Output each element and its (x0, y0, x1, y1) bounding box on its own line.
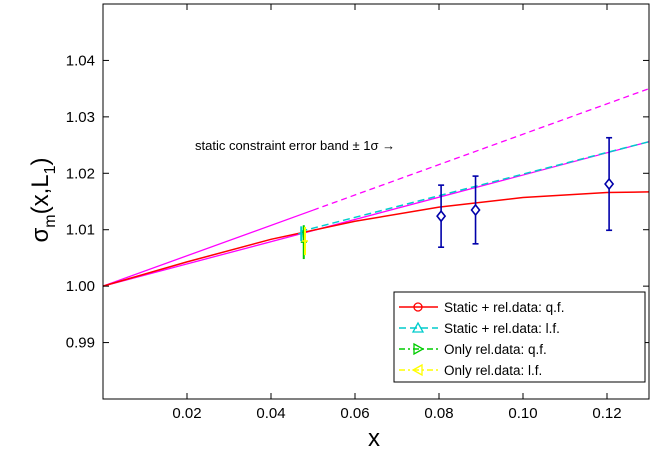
series-layer (102, 88, 650, 287)
data-point-1 (436, 209, 447, 223)
ticks-layer: 0.02 0.04 0.06 0.08 0.10 0.12 0.99 1.00 1.01 1.02… (66, 4, 649, 422)
x-tick-label-6: 0.12 (592, 405, 621, 422)
legend-marker-triangle-left (411, 363, 423, 377)
data-point-2 (470, 203, 481, 217)
y-axis-title-sub: m (42, 214, 59, 227)
annotation-error-band: static constraint error band ± 1σ → (195, 138, 395, 153)
data-point-3 (604, 177, 615, 191)
plot-frame (102, 3, 650, 400)
y-axis-title-end: ) (27, 157, 54, 165)
x-tick-label-5: 0.10 (508, 405, 537, 422)
legend-label-3: Only rel.data: q.f. (444, 342, 547, 357)
series-line-2 (300, 140, 650, 233)
y-axis-title-sigma: σ (27, 228, 54, 243)
y-tick-label-3: 1.01 (66, 222, 95, 239)
data-points-layer (298, 136, 615, 260)
x-tick-label-1: 0.02 (172, 405, 201, 422)
legend-label-4: Only rel.data: l.f. (444, 363, 542, 378)
y-axis-title-mid: (x,L (27, 174, 54, 214)
legend-label-1: Static + rel.data: q.f. (444, 300, 564, 315)
x-tick-label-3: 0.06 (340, 405, 369, 422)
y-tick-label-4: 1.02 (66, 165, 95, 182)
y-tick-label-6: 1.04 (66, 52, 95, 69)
series-line-1 (102, 191, 650, 287)
legend-marker-triangle-up (411, 321, 425, 333)
legend-marker-circle (413, 302, 423, 312)
x-tick-label-4: 0.08 (424, 405, 453, 422)
y-axis-title: σm(x,L1) (27, 157, 59, 242)
legend: Static + rel.data: q.f. Static + rel.data… (393, 291, 646, 383)
legend-marker-triangle-right (413, 342, 425, 356)
y-tick-label-5: 1.03 (66, 109, 95, 126)
legend-label-2: Static + rel.data: l.f. (444, 321, 560, 336)
constraint-band-upper-solid (102, 209, 314, 287)
y-tick-label-2: 1.00 (66, 278, 95, 295)
y-tick-label-1: 0.99 (66, 335, 95, 352)
y-axis-title-sub2: 1 (42, 165, 59, 174)
x-axis-title: x (368, 425, 380, 452)
x-tick-label-2: 0.04 (256, 405, 285, 422)
